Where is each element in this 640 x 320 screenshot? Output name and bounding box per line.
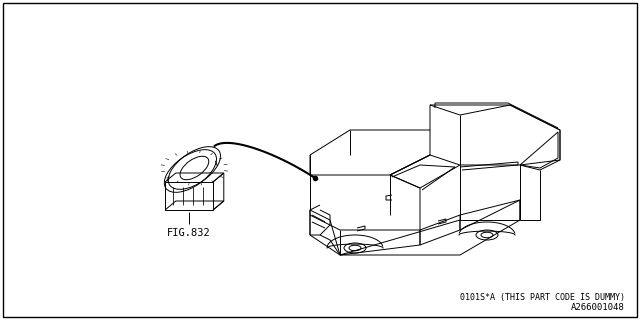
Text: FIG.832: FIG.832 (167, 228, 211, 238)
Text: A266001048: A266001048 (572, 303, 625, 312)
Text: 0101S*A (THIS PART CODE IS DUMMY): 0101S*A (THIS PART CODE IS DUMMY) (460, 293, 625, 302)
